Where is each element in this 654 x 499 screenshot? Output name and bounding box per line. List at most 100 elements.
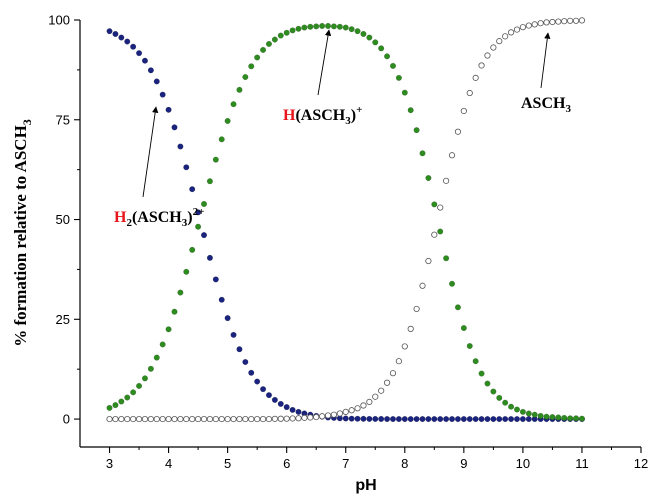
data-point-free (195, 415, 202, 423)
x-tick-label: 9 (460, 456, 467, 471)
data-point-h1 (112, 402, 119, 409)
data-point-free (389, 370, 397, 377)
annotation-h2-label: H2(ASCH3)2+ (114, 206, 204, 229)
data-point-free (230, 415, 237, 423)
data-point-h2 (248, 369, 255, 376)
data-point-free (567, 17, 574, 24)
data-point-h2 (407, 416, 414, 423)
data-point-h2 (177, 143, 184, 150)
data-point-h1 (289, 27, 296, 34)
x-tick-label: 10 (516, 456, 530, 471)
data-point-free (443, 177, 450, 184)
data-point-free (147, 415, 154, 423)
data-point-free (141, 415, 149, 423)
data-point-h1 (342, 24, 349, 31)
data-point-h1 (502, 399, 509, 406)
data-point-h1 (147, 365, 154, 372)
data-point-h2 (165, 106, 172, 113)
data-point-free (561, 18, 568, 25)
data-point-h2 (230, 331, 237, 338)
data-point-free (401, 343, 408, 350)
data-point-h1 (378, 45, 385, 52)
data-point-h1 (236, 86, 243, 93)
data-point-free (265, 415, 273, 423)
data-point-free (472, 74, 479, 81)
data-point-h1 (301, 24, 308, 31)
data-point-h2 (348, 415, 355, 422)
data-point-free (319, 413, 326, 420)
data-point-free (206, 415, 214, 423)
data-point-free (507, 29, 515, 36)
data-point-h2 (212, 276, 219, 283)
x-tick-label: 8 (401, 456, 408, 471)
data-point-h2 (472, 416, 479, 423)
data-point-free (555, 18, 562, 25)
data-point-h1 (513, 406, 520, 413)
data-point-h1 (177, 289, 184, 296)
data-point-h2 (525, 416, 532, 423)
data-point-free (177, 415, 184, 423)
data-point-h1 (218, 136, 225, 143)
data-point-h2 (189, 186, 196, 193)
data-point-h2 (236, 346, 243, 353)
data-point-h2 (224, 315, 231, 322)
data-point-free (490, 44, 497, 51)
data-point-h2 (519, 416, 526, 423)
data-point-free (277, 415, 284, 422)
data-point-free (336, 410, 343, 417)
data-point-h2 (277, 400, 284, 407)
data-point-free (395, 358, 402, 365)
data-point-h1 (537, 412, 544, 419)
data-point-h1 (277, 32, 284, 39)
data-point-h1 (395, 74, 402, 81)
data-point-h2 (395, 416, 402, 423)
data-point-h1 (531, 411, 538, 418)
x-axis-title: pH (355, 477, 376, 494)
data-point-h2 (478, 416, 485, 423)
data-point-h1 (212, 156, 219, 163)
data-point-h1 (265, 40, 272, 47)
y-tick-label: 50 (56, 212, 70, 227)
annotation-free: ASCH3 (521, 32, 571, 115)
data-point-h1 (171, 308, 178, 315)
data-point-h2 (242, 358, 249, 365)
data-point-h1 (183, 268, 190, 275)
data-point-h2 (513, 416, 520, 423)
data-point-free (130, 415, 137, 423)
data-point-h1 (443, 255, 450, 262)
data-point-h2 (265, 392, 272, 399)
data-point-free (171, 415, 178, 423)
data-point-h2 (130, 43, 137, 50)
data-point-free (578, 17, 586, 24)
data-point-h1 (490, 388, 497, 395)
data-point-h1 (141, 375, 148, 382)
series-h1 (106, 22, 585, 422)
data-point-free (372, 393, 379, 400)
y-tick-label: 25 (56, 312, 70, 327)
data-point-h2 (201, 232, 208, 239)
data-point-free (572, 17, 580, 24)
data-point-h2 (437, 416, 444, 423)
data-point-h2 (508, 416, 515, 423)
y-ticks: 0 25 50 75 100 (48, 13, 80, 427)
data-point-h1 (407, 107, 414, 114)
data-point-h1 (159, 341, 166, 348)
x-tick-label: 12 (634, 456, 648, 471)
data-point-free (242, 415, 249, 423)
data-point-h2 (183, 164, 190, 171)
data-point-h1 (136, 382, 143, 389)
data-point-h2 (289, 406, 296, 413)
annotation-free-arrow (540, 32, 551, 89)
data-point-h1 (330, 23, 337, 30)
data-point-free (124, 415, 131, 423)
data-point-h1 (319, 22, 326, 29)
data-point-free (135, 415, 143, 423)
data-point-free (425, 257, 432, 265)
data-point-h1 (118, 398, 125, 405)
data-point-h2 (413, 416, 420, 423)
y-axis-title: % formation relative to ASCH3 (11, 119, 34, 347)
data-point-h2 (206, 254, 213, 261)
data-point-h2 (118, 34, 125, 41)
data-point-free (431, 231, 438, 238)
data-point-free (419, 282, 426, 289)
